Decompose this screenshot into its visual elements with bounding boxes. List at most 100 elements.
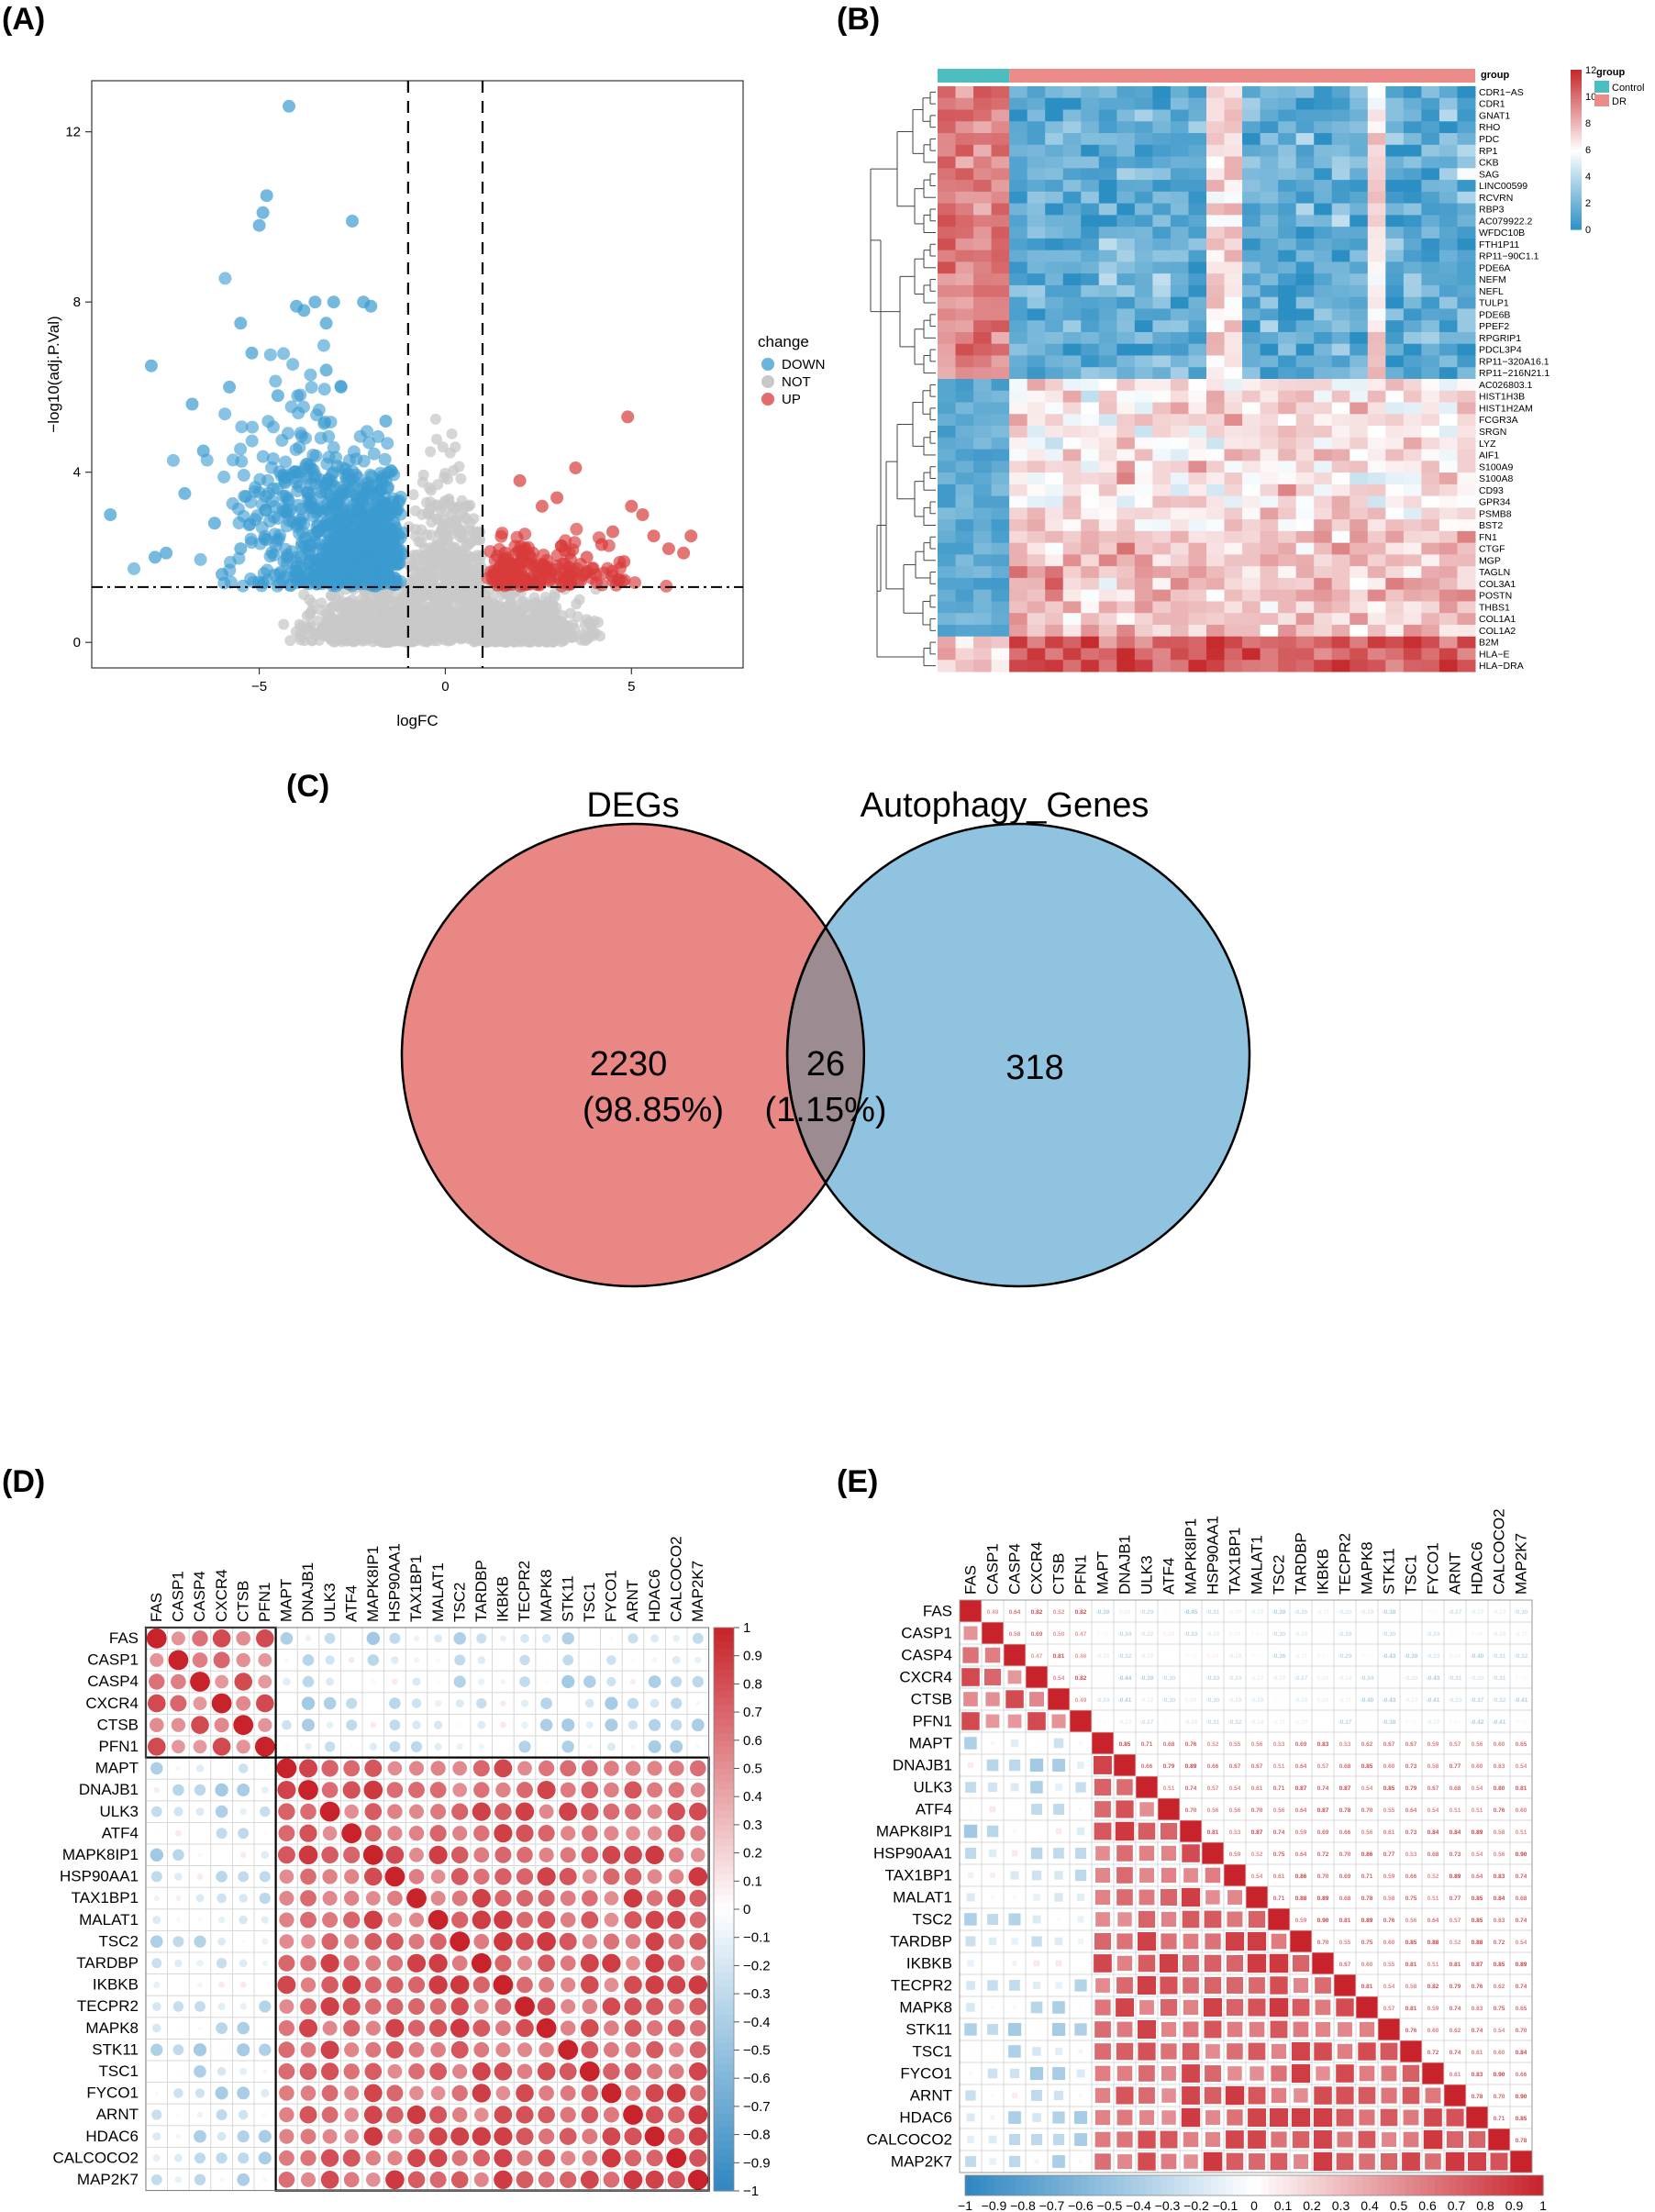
heatmap-cell [1314,355,1333,368]
heatmap-cell [1134,308,1153,321]
heatmap-cell [1027,203,1046,216]
heatmap-cell [1170,589,1189,602]
point-down [293,527,306,540]
point-down [149,550,161,564]
heatmap-cell [1421,168,1440,181]
heatmap-cell [1242,648,1261,661]
heatmap-cell [955,133,974,146]
heatmap-cell [1260,308,1279,321]
point-down [387,468,401,482]
point-not [442,473,453,485]
heatmap-cell [1081,660,1100,672]
gene-label: CKB [1479,158,1499,169]
heatmap-cell [1062,355,1082,368]
heatmap-cell [1116,191,1136,205]
heatmap-cell [991,180,1010,193]
heatmap-cell [1295,613,1315,626]
heatmap-cell [1385,601,1405,614]
gene-label: TAGLN [1479,567,1510,578]
heatmap-cell [1260,437,1279,450]
heatmap-cell [973,472,993,485]
heatmap-cell [1206,168,1226,181]
heatmap-cell [1278,636,1297,649]
heatmap-cell [1295,414,1315,427]
heatmap-cell [1403,601,1422,614]
heatmap-cell [1098,484,1117,497]
heatmap-cell [1350,227,1369,239]
heatmap-cell [1295,168,1315,181]
heatmap-cell [1457,156,1476,169]
heatmap-cell [991,530,1010,544]
heatmap-cell [1438,261,1458,274]
heatmap-cell [1081,331,1100,345]
heatmap-cell [1009,121,1028,134]
heatmap-cell [1295,472,1315,485]
grid-cell [361,1692,385,1715]
heatmap-cell [1367,121,1386,134]
heatmap-cell [1242,601,1261,614]
heatmap-cell [1438,133,1458,146]
heatmap-cell [1260,542,1279,555]
heatmap-cell [991,168,1010,181]
point-not [455,472,467,484]
heatmap-cell [973,484,993,497]
heatmap-cell [1116,238,1136,251]
heatmap-cell [1385,121,1405,134]
heatmap-cell [991,379,1010,392]
heatmap-cell [1242,261,1261,274]
heatmap-cell [1062,86,1082,99]
point-down [207,517,221,530]
heatmap-cell [1152,648,1172,661]
heatmap-cell [1421,308,1440,321]
heatmap-cell [1081,284,1100,298]
colorbar-step [1571,227,1582,230]
heatmap-cell [1278,215,1297,228]
point-up [647,529,661,543]
heatmap-cell [1438,542,1458,555]
heatmap-cell [1403,624,1422,638]
point-down [301,572,315,586]
heatmap-cell [1242,379,1261,392]
heatmap-cell [1295,530,1315,544]
heatmap-cell [1385,554,1405,567]
heatmap-cell [1385,589,1405,602]
heatmap-cell [1438,367,1458,380]
heatmap-cell [1224,133,1243,146]
heatmap-cell [955,426,974,439]
point-not [456,574,468,586]
heatmap-cell [1421,215,1440,228]
legend-title: change [758,333,809,350]
point-down [223,380,237,394]
heatmap-cell [1045,507,1064,520]
heatmap-cell [1206,613,1226,626]
heatmap-cell [1098,273,1117,286]
gene-label: COL1A1 [1479,614,1516,625]
heatmap-cell [1206,660,1226,672]
point-down [373,484,387,498]
heatmap-cell [1331,355,1350,368]
heatmap-cell [1224,296,1243,309]
heatmap-cell [1134,554,1153,567]
heatmap-cell [1206,191,1226,205]
heatmap-cell [1134,273,1153,286]
heatmap-cell [1134,589,1153,602]
point-not [425,546,437,558]
heatmap-cell [1188,530,1207,544]
point-not [284,635,296,647]
heatmap-cell [1027,97,1046,111]
heatmap-cell [1152,414,1172,427]
heatmap-cell [1027,261,1046,274]
heatmap-cell [1116,542,1136,555]
heatmap-cell [1295,331,1315,345]
heatmap-cell [1331,461,1350,473]
heatmap-cell [1350,273,1369,286]
heatmap-cell [1314,121,1333,134]
heatmap-cell [1081,461,1100,473]
point-down [381,437,394,450]
heatmap-cell [1116,367,1136,380]
heatmap-cell [1260,379,1279,392]
point-not [304,594,316,606]
point-down [339,545,352,559]
heatmap-cell [1027,519,1046,532]
heatmap-cell [1438,121,1458,134]
